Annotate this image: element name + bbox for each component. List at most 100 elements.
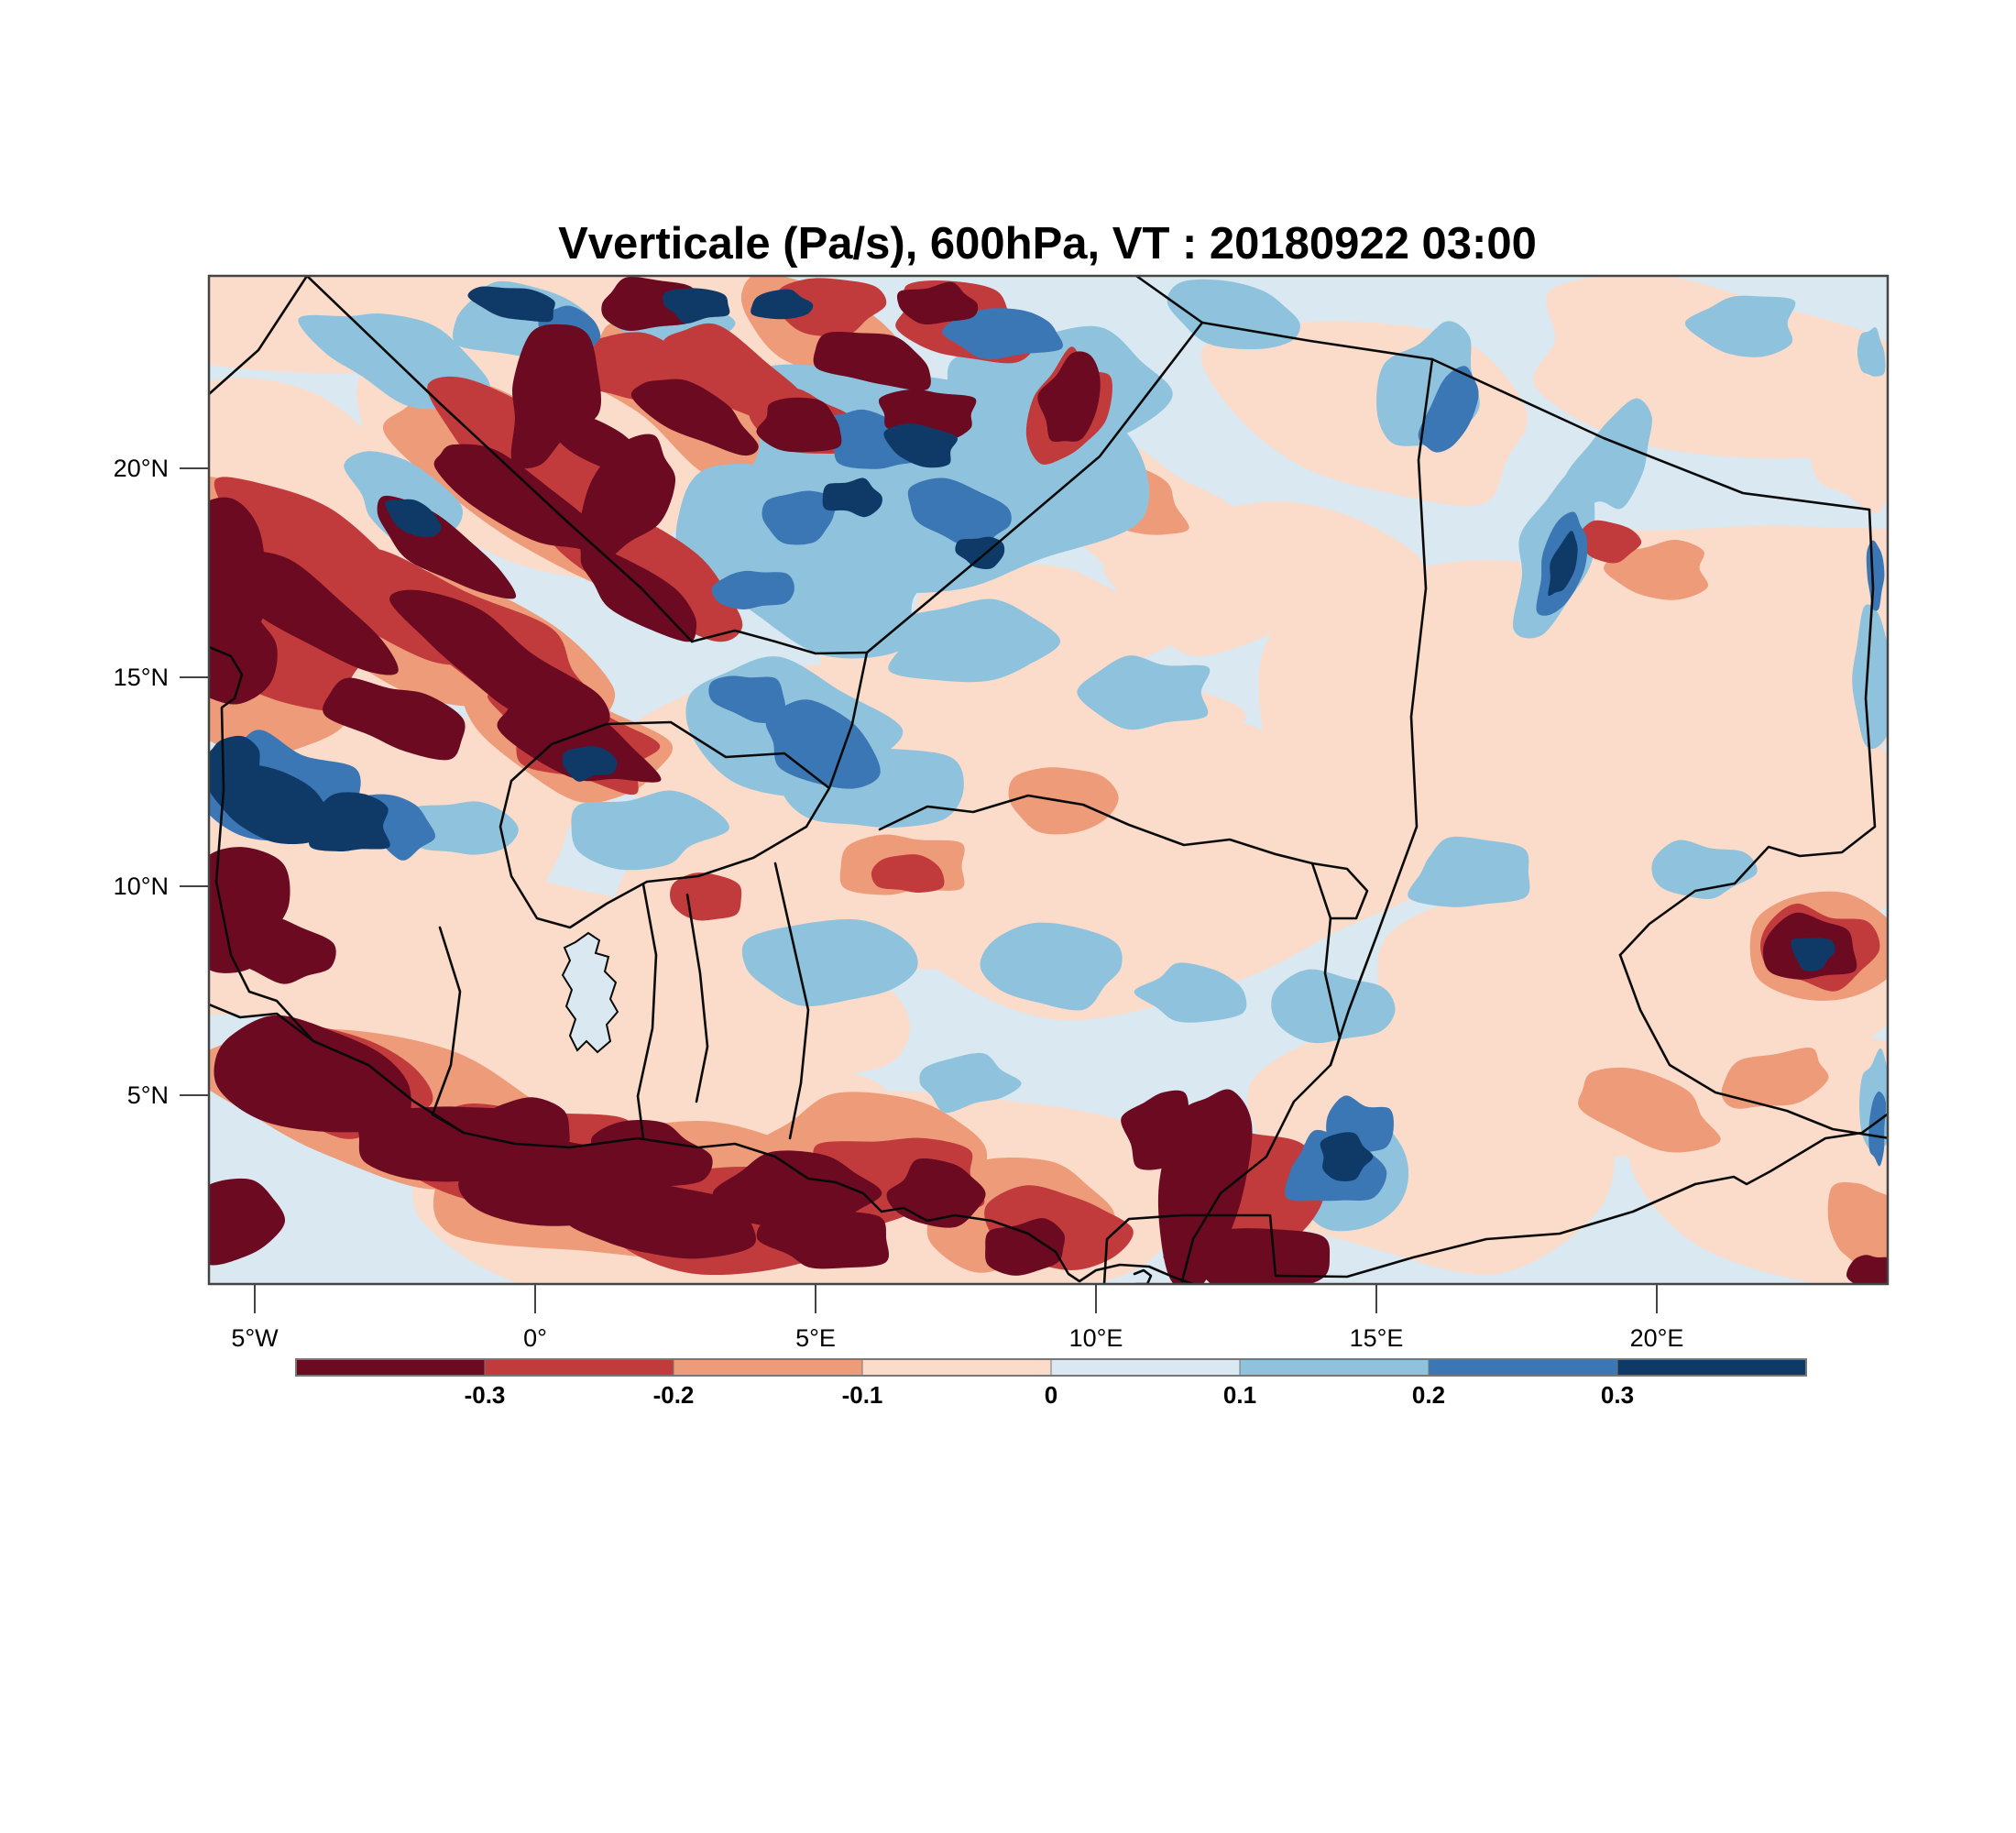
contour-blob <box>663 288 730 324</box>
country-border-line <box>1200 321 1434 361</box>
country-border-line <box>1693 1112 1888 1186</box>
colorbar-segment <box>1050 1358 1241 1377</box>
contour-blob <box>214 1015 411 1133</box>
contour-blob <box>571 790 729 871</box>
contour-blob <box>467 286 555 323</box>
contour-blob <box>896 281 979 325</box>
contour-blob <box>1563 398 1652 511</box>
x-tick-label: 10°E <box>1069 1324 1123 1352</box>
colorbar-tick-label: 0.3 <box>1601 1381 1634 1409</box>
x-tick-label: 15°E <box>1350 1324 1404 1352</box>
contour-blob <box>883 423 958 468</box>
contour-blob <box>1791 938 1835 971</box>
y-tick-label: 10°N <box>114 873 169 900</box>
country-border-line <box>636 883 658 1140</box>
colorbar-tick-label: -0.1 <box>842 1381 883 1409</box>
country-border-line <box>1310 862 1369 920</box>
contour-blob <box>562 746 618 782</box>
colorbar: -0.3 -0.2 -0.1 0 0.1 0.2 0.3 <box>295 1358 1807 1409</box>
contour-blob <box>670 873 742 921</box>
country-border-line <box>1102 1182 1697 1284</box>
colorbar-tick-label: 0.2 <box>1412 1381 1445 1409</box>
contour-blob <box>1134 962 1247 1023</box>
country-border-line <box>1133 1268 1153 1284</box>
contour-blob <box>323 677 466 761</box>
country-border-line <box>305 276 694 643</box>
x-tick-label: 5°W <box>231 1324 279 1352</box>
chart-title: Vverticale (Pa/s), 600hPa, VT : 20180922… <box>558 219 1537 269</box>
contour-blob <box>309 792 390 852</box>
contour-blob <box>1604 539 1708 600</box>
colorbar-segment <box>673 1358 863 1377</box>
contour-blob <box>822 477 882 518</box>
contour-blob <box>980 922 1123 1011</box>
colorbar-tick-label: -0.2 <box>653 1381 695 1409</box>
contour-blob <box>955 536 1005 569</box>
contour-blob <box>711 570 794 609</box>
lake-volta <box>561 931 619 1054</box>
contour-blob <box>630 379 759 456</box>
contour-blob <box>777 278 887 337</box>
contour-blob <box>756 397 842 453</box>
contour-blob <box>590 1120 713 1188</box>
colorbar-segment <box>1239 1358 1430 1377</box>
contour-blob <box>209 1178 286 1266</box>
contour-blob <box>1167 279 1300 350</box>
contour-blob <box>708 675 785 723</box>
contour-blob <box>1163 1228 1331 1284</box>
colorbar-tick-label: -0.3 <box>465 1381 506 1409</box>
contour-blob <box>765 699 881 789</box>
country-border-line <box>1329 357 1434 1067</box>
contour-blob <box>209 735 260 787</box>
contour-blob <box>756 1205 890 1269</box>
country-border-line <box>690 629 869 655</box>
country-border-line <box>499 720 831 929</box>
contour-blob <box>433 444 614 555</box>
colorbar-tick-label: 0 <box>1045 1381 1057 1409</box>
country-border-line <box>773 862 810 1140</box>
x-axis: 5°W 0° 5°E 10°E 15°E 20°E <box>231 1284 1683 1352</box>
colorbar-outline <box>295 1358 1807 1377</box>
contour-blob <box>1846 1255 1888 1284</box>
contour-blob <box>1548 531 1578 597</box>
contour-blob <box>1408 836 1530 907</box>
x-tick-label: 0° <box>523 1324 547 1352</box>
contour-blob <box>871 854 945 894</box>
contour-field <box>209 276 1888 1284</box>
y-tick-label: 20°N <box>114 455 169 482</box>
y-tick-label: 15°N <box>114 664 169 691</box>
country-border-line <box>1180 1063 1332 1283</box>
country-border-line <box>1618 953 1888 1139</box>
contour-blob <box>1721 1048 1829 1109</box>
colorbar-segment <box>484 1358 674 1377</box>
contour-blob <box>1121 1090 1189 1170</box>
x-tick-label: 20°E <box>1630 1324 1684 1352</box>
contour-blob <box>1852 604 1888 749</box>
contour-blob <box>209 497 267 642</box>
y-axis: 20°N 15°N 10°N 5°N <box>114 455 209 1109</box>
country-border-line <box>865 321 1204 654</box>
country-border-line <box>209 276 309 396</box>
contour-blob <box>907 477 1012 551</box>
contour-blob <box>1077 655 1211 730</box>
contour-blob <box>888 598 1061 683</box>
contour-blob <box>1418 366 1479 453</box>
contour-blob <box>751 289 814 320</box>
contour-blob <box>1576 520 1642 564</box>
contour-blob <box>564 1183 756 1259</box>
contour-blob <box>1037 351 1101 443</box>
contour-blob <box>1868 1091 1887 1167</box>
colorbar-segment <box>1616 1358 1807 1377</box>
map-frame <box>207 274 1890 1286</box>
contour-blob <box>1857 327 1886 377</box>
contour-blob <box>1578 1067 1721 1153</box>
colorbar-segment <box>295 1358 486 1377</box>
contour-blob <box>1808 363 1888 514</box>
contour-blob <box>985 1218 1066 1276</box>
contour-blob <box>741 918 918 1006</box>
contour-blob <box>222 917 336 984</box>
contour-blob <box>919 1052 1022 1114</box>
contour-blob <box>1684 295 1796 357</box>
country-borders <box>209 276 1888 1284</box>
